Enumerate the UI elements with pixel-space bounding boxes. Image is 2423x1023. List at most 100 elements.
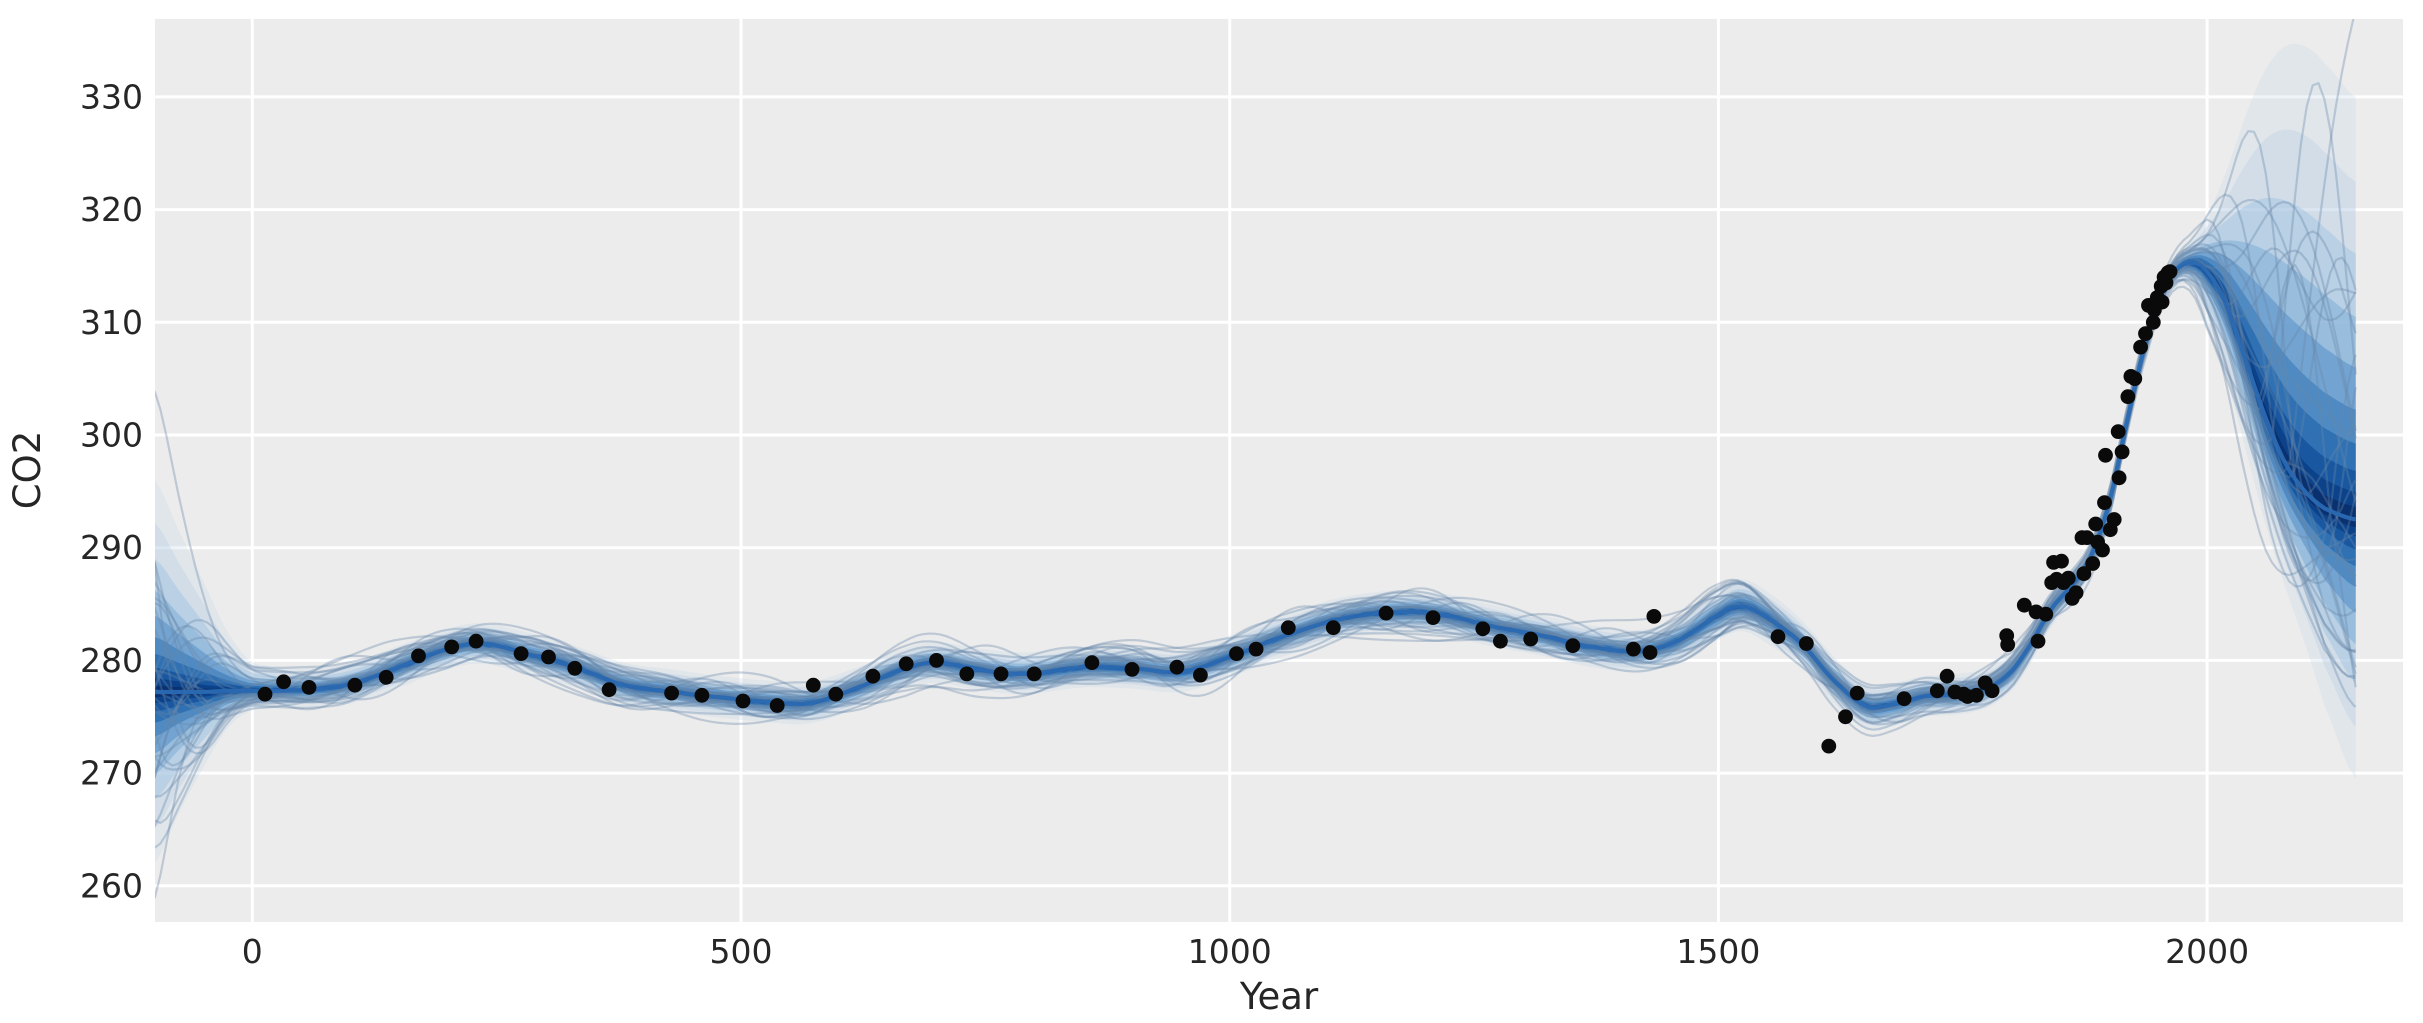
scatter-point	[1642, 645, 1658, 660]
scatter-point	[1280, 620, 1296, 636]
scatter-point	[1821, 738, 1837, 754]
scatter-point	[2127, 371, 2143, 386]
gp-sample-line	[155, 274, 2357, 779]
scatter-point	[2000, 637, 2016, 652]
scatter-point	[1493, 633, 1508, 649]
scatter-point	[1169, 659, 1185, 675]
x-tick-label: 2000	[2165, 932, 2249, 971]
scatter-point	[1929, 683, 1945, 699]
y-tick-label: 330	[80, 77, 143, 116]
scatter-point	[1425, 610, 1441, 625]
scatter-point	[1799, 636, 1814, 651]
scatter-point	[468, 633, 484, 649]
scatter-point	[1838, 709, 1853, 725]
scatter-point	[541, 649, 556, 665]
scatter-point	[828, 686, 844, 702]
y-tick-label: 280	[80, 641, 143, 680]
scatter-point	[1026, 666, 1042, 682]
scatter-point	[1475, 621, 1491, 637]
scatter-point	[2088, 516, 2104, 532]
scatter-point	[2110, 424, 2126, 439]
scatter-point	[929, 653, 944, 668]
scatter-point	[347, 677, 363, 693]
scatter-point	[257, 686, 273, 702]
scatter-point	[2120, 389, 2136, 405]
scatter-point	[444, 639, 460, 655]
scatter-point	[2016, 597, 2032, 613]
scatter-point	[1523, 631, 1539, 647]
scatter-point	[2114, 444, 2130, 460]
scatter-point	[2154, 294, 2170, 310]
y-tick-label: 290	[80, 528, 143, 567]
scatter-point	[1646, 609, 1662, 624]
x-tick-label: 1500	[1676, 932, 1760, 971]
scatter-point	[2030, 633, 2046, 649]
scatter-point	[2106, 512, 2122, 527]
scatter-point	[993, 666, 1009, 682]
scatter-point	[1229, 646, 1244, 661]
scatter-point	[1565, 638, 1581, 654]
scatter-point	[2097, 495, 2112, 510]
scatter-layer	[257, 264, 2178, 754]
scatter-point	[1626, 641, 1641, 657]
scatter-point	[898, 656, 914, 672]
scatter-point	[664, 685, 679, 701]
scatter-point	[2095, 542, 2110, 558]
scatter-point	[2145, 314, 2161, 330]
scatter-point	[2138, 326, 2153, 341]
scatter-point	[2085, 556, 2101, 571]
x-tick-label: 0	[242, 932, 263, 971]
scatter-point	[2038, 606, 2054, 622]
gp-sample-line	[155, 267, 2356, 719]
scatter-point	[1939, 668, 1955, 684]
x-tick-label: 1000	[1188, 932, 1272, 971]
scatter-point	[2076, 566, 2092, 581]
y-tick-label: 300	[80, 416, 143, 455]
gp-sample-line	[155, 218, 2357, 723]
scatter-point	[2054, 553, 2069, 569]
scatter-point	[1984, 683, 2000, 699]
scatter-point	[1969, 687, 1984, 703]
gp-uncertainty-band	[155, 43, 2356, 863]
scatter-point	[2060, 570, 2076, 586]
scatter-point	[769, 698, 785, 713]
y-tick-label: 260	[80, 866, 143, 905]
y-tick-label: 310	[80, 303, 143, 342]
scatter-point	[276, 674, 291, 690]
scatter-point	[1124, 662, 1140, 677]
scatter-point	[1248, 641, 1264, 657]
scatter-point	[1193, 667, 1208, 683]
scatter-point	[513, 646, 529, 661]
gp-sample-line	[155, 269, 2356, 758]
scatter-point	[411, 648, 426, 664]
scatter-point	[959, 666, 975, 682]
tick-labels-layer: 0 500 1000 1500 2000 260 270 280 290 300 310 320 330	[80, 77, 2249, 971]
scatter-point	[1084, 655, 1100, 671]
scatter-point	[378, 669, 394, 685]
scatter-point	[735, 693, 751, 709]
x-tick-label: 500	[710, 932, 773, 971]
scatter-point	[1770, 629, 1786, 645]
y-tick-label: 320	[80, 190, 143, 229]
x-axis-label: Year	[1239, 975, 1319, 1018]
scatter-point	[694, 687, 710, 703]
y-axis-label: CO2	[6, 431, 49, 510]
scatter-point	[805, 677, 821, 693]
scatter-point	[567, 660, 583, 676]
scatter-point	[2068, 585, 2084, 601]
scatter-point	[1896, 691, 1912, 707]
scatter-point	[301, 680, 317, 695]
scatter-point	[865, 668, 881, 684]
plot-area-background	[155, 19, 2403, 922]
scatter-point	[601, 682, 617, 698]
scatter-point	[2133, 339, 2149, 355]
scatter-point	[2162, 264, 2178, 279]
scatter-point	[2098, 447, 2113, 463]
scatter-point	[1849, 685, 1865, 701]
scatter-point	[1378, 605, 1394, 621]
scatter-point	[1325, 620, 1341, 636]
scatter-point	[2111, 470, 2127, 486]
y-tick-label: 270	[80, 754, 143, 793]
